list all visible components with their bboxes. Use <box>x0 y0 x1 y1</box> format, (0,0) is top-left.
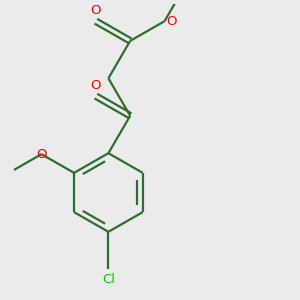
Text: O: O <box>91 79 101 92</box>
Text: O: O <box>91 4 101 17</box>
Text: O: O <box>36 148 47 161</box>
Text: Cl: Cl <box>102 273 115 286</box>
Text: O: O <box>167 15 177 28</box>
